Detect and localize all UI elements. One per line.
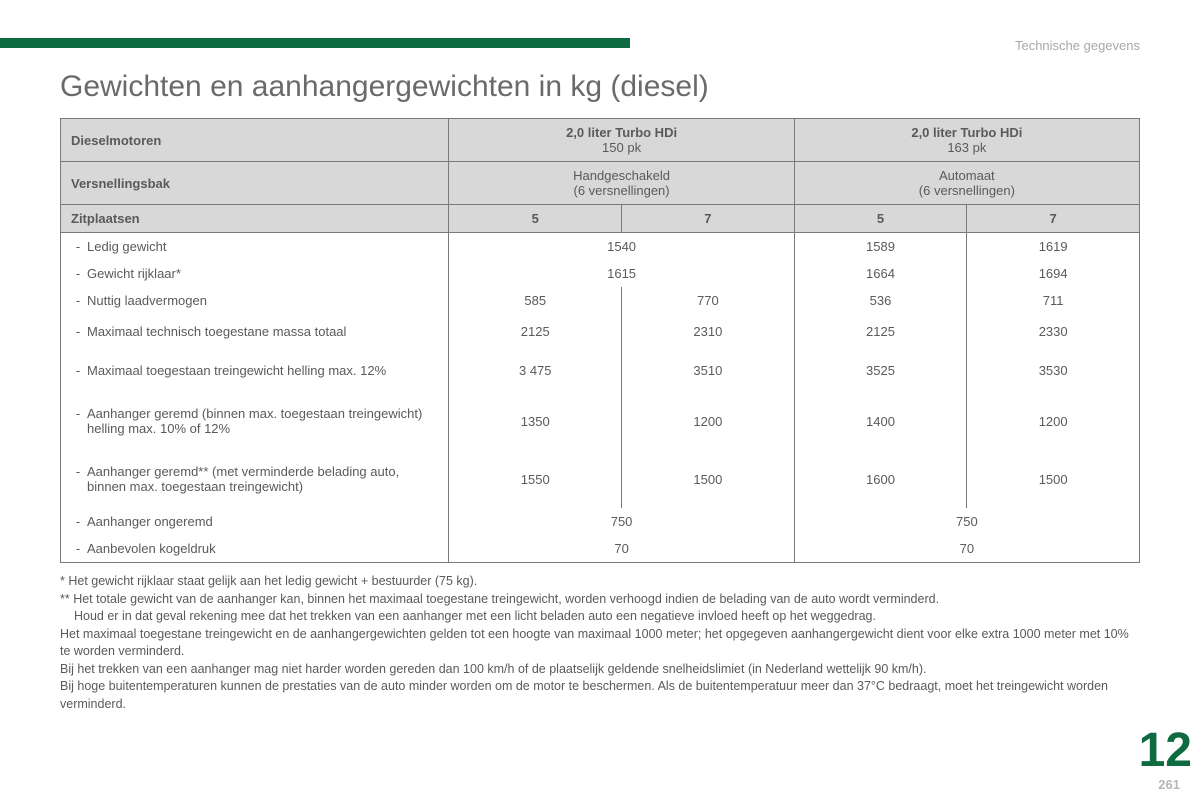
table-row: -Maximaal technisch toegestane massa tot… [61,314,1140,349]
head-seat-3: 7 [967,205,1140,233]
data-cell: 2330 [967,314,1140,349]
chapter-number: 12 [1139,723,1192,778]
gearbox1-line2: (6 versnellingen) [457,183,785,198]
table-row: -Maximaal toegestaan treingewicht hellin… [61,349,1140,392]
row-label: -Aanbevolen kogeldruk [61,535,449,563]
row-label: -Nuttig laadvermogen [61,287,449,314]
row-label: -Maximaal toegestaan treingewicht hellin… [61,349,449,392]
data-cell: 770 [622,287,795,314]
data-cell: 1200 [967,392,1140,450]
engine2-line2: 163 pk [803,140,1131,155]
footnote-line: Het maximaal toegestane treingewicht en … [60,626,1140,661]
head-seat-0: 5 [449,205,622,233]
page-title: Gewichten en aanhangergewichten in kg (d… [60,70,1140,104]
table-head: Dieselmotoren 2,0 liter Turbo HDi 150 pk… [61,119,1140,233]
footnote-line: ** Het totale gewicht van de aanhanger k… [60,591,1140,609]
data-cell: 536 [794,287,967,314]
table-row: -Aanbevolen kogeldruk7070 [61,535,1140,563]
data-cell: 1589 [794,233,967,261]
data-cell: 1619 [967,233,1140,261]
footnote-line: Houd er in dat geval rekening mee dat he… [60,608,1140,626]
data-cell: 3 475 [449,349,622,392]
row-label: -Ledig gewicht [61,233,449,261]
table-row: -Ledig gewicht154015891619 [61,233,1140,261]
table-row: -Aanhanger ongeremd750750 [61,508,1140,535]
row-label: -Aanhanger ongeremd [61,508,449,535]
data-cell: 711 [967,287,1140,314]
head-seat-2: 5 [794,205,967,233]
engine1-line1: 2,0 liter Turbo HDi [566,125,677,140]
data-cell: 3510 [622,349,795,392]
row-label: -Aanhanger geremd** (met verminderde bel… [61,450,449,508]
data-cell: 1540 [449,233,794,261]
header-accent-bar [0,38,630,48]
head-gearbox-2: Automaat (6 versnellingen) [794,162,1139,205]
data-cell: 1550 [449,450,622,508]
footnote-line: * Het gewicht rijklaar staat gelijk aan … [60,573,1140,591]
row-label: -Gewicht rijklaar* [61,260,449,287]
data-cell: 750 [794,508,1139,535]
data-cell: 2310 [622,314,795,349]
data-cell: 1500 [622,450,795,508]
weights-table: Dieselmotoren 2,0 liter Turbo HDi 150 pk… [60,118,1140,563]
data-cell: 1615 [449,260,794,287]
head-seats-label: Zitplaatsen [61,205,449,233]
head-engine-1: 2,0 liter Turbo HDi 150 pk [449,119,794,162]
data-cell: 70 [449,535,794,563]
head-gearbox-label: Versnellingsbak [61,162,449,205]
data-cell: 1400 [794,392,967,450]
data-cell: 1664 [794,260,967,287]
data-cell: 70 [794,535,1139,563]
data-cell: 2125 [449,314,622,349]
data-cell: 750 [449,508,794,535]
page-number: 261 [1158,777,1180,792]
engine1-line2: 150 pk [457,140,785,155]
footnote-line: Bij het trekken van een aanhanger mag ni… [60,661,1140,679]
table-row: -Aanhanger geremd** (met verminderde bel… [61,450,1140,508]
table-row: -Aanhanger geremd (binnen max. toegestaa… [61,392,1140,450]
engine2-line1: 2,0 liter Turbo HDi [911,125,1022,140]
head-engine-2: 2,0 liter Turbo HDi 163 pk [794,119,1139,162]
data-cell: 2125 [794,314,967,349]
head-gearbox-1: Handgeschakeld (6 versnellingen) [449,162,794,205]
section-label: Technische gegevens [1015,38,1140,53]
row-label: -Maximaal technisch toegestane massa tot… [61,314,449,349]
gearbox1-line1: Handgeschakeld [457,168,785,183]
table-row: -Nuttig laadvermogen585770536711 [61,287,1140,314]
data-cell: 1600 [794,450,967,508]
head-seat-1: 7 [622,205,795,233]
footnote-line: Bij hoge buitentemperaturen kunnen de pr… [60,678,1140,713]
data-cell: 1200 [622,392,795,450]
data-cell: 1500 [967,450,1140,508]
table-body: -Ledig gewicht154015891619-Gewicht rijkl… [61,233,1140,563]
table-row: -Gewicht rijklaar*161516641694 [61,260,1140,287]
data-cell: 3530 [967,349,1140,392]
data-cell: 1350 [449,392,622,450]
head-engines-label: Dieselmotoren [61,119,449,162]
gearbox2-line1: Automaat [803,168,1131,183]
row-label: -Aanhanger geremd (binnen max. toegestaa… [61,392,449,450]
data-cell: 585 [449,287,622,314]
gearbox2-line2: (6 versnellingen) [803,183,1131,198]
page-content: Gewichten en aanhangergewichten in kg (d… [60,70,1140,713]
footnotes-block: * Het gewicht rijklaar staat gelijk aan … [60,573,1140,713]
data-cell: 1694 [967,260,1140,287]
data-cell: 3525 [794,349,967,392]
